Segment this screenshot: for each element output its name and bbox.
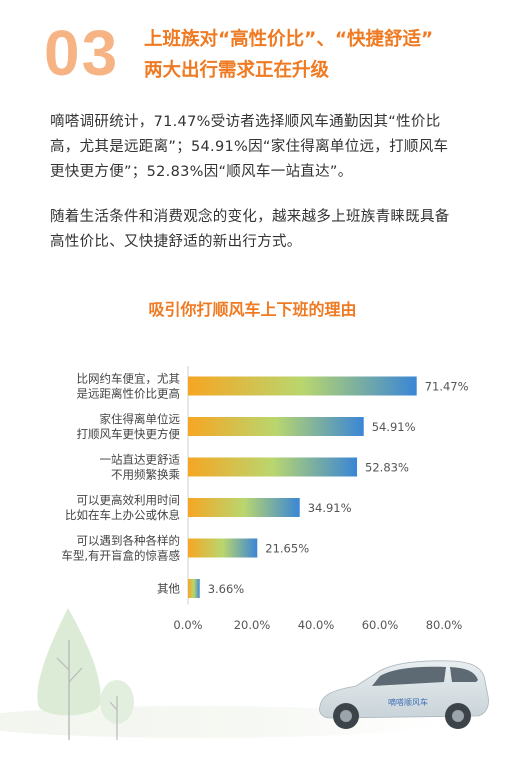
bar-2 [188,457,358,477]
x-tick-label-0: 0.0% [173,618,202,632]
tree-small-icon [100,680,134,740]
category-label-0-0: 比网约车便宜，尤其 [77,372,181,386]
headline-line-2: 两大出行需求正在升级 [144,60,330,81]
bar-value-label-0: 71.47% [425,380,469,394]
intro-paragraph: 嘀嗒调研统计，71.47%受访者选择顺风车通勤因其“性价比高，尤其是远距离”；5… [50,114,449,180]
category-label-4-0: 可以遇到各种各样的 [77,534,181,548]
car-label: 嘀嗒顺风车 [388,697,428,707]
x-tick-label-2: 40.0% [298,618,335,632]
bar-5 [188,579,200,598]
category-label-3-1: 比如在车上办公或休息 [65,508,180,522]
bar-1 [188,417,364,436]
category-label-1-1: 打顺风车更快更方便 [77,427,181,441]
chart-title: 吸引你打顺风车上下班的理由 [148,300,357,319]
bar-value-label-2: 52.83% [365,461,409,475]
section-header: 03 上班族对“高性价比”、“快捷舒适” 两大出行需求正在升级 [44,17,484,92]
category-label-5-0: 其他 [157,582,180,596]
tree-large-icon [37,608,101,740]
bottom-scene: 嘀嗒顺风车 [0,608,489,740]
bar-3 [188,498,300,517]
car-icon: 嘀嗒顺风车 [319,660,489,729]
bar-4 [188,538,258,558]
x-tick-label-3: 60.0% [362,618,399,632]
bar-value-label-5: 3.66% [208,582,245,596]
bar-value-label-4: 21.65% [265,542,309,556]
section-number: 03 [44,17,120,89]
x-tick-label-4: 80.0% [426,618,463,632]
category-label-1-0: 家住得离单位远 [100,412,181,426]
category-label-2-1: 不用频繁换乘 [111,468,180,482]
trend-paragraph: 随着生活条件和消费观念的变化，越来越多上班族青睐既具备高性价比、又快捷舒适的新出… [50,209,450,250]
bar-0 [188,376,417,396]
headline-line-1: 上班族对“高性价比”、“快捷舒适” [144,29,434,50]
bar-value-label-1: 54.91% [372,420,416,434]
category-label-2-0: 一站直达更舒适 [100,453,181,467]
x-tick-label-1: 20.0% [234,618,271,632]
section-headline: 上班族对“高性价比”、“快捷舒适” 两大出行需求正在升级 [144,24,489,86]
category-label-3-0: 可以更高效利用时间 [77,493,181,507]
bar-value-label-3: 34.91% [308,501,352,515]
category-label-0-1: 是远距离性价比更高 [77,387,181,401]
category-label-4-1: 车型,有开盲盒的惊喜感 [61,549,180,563]
